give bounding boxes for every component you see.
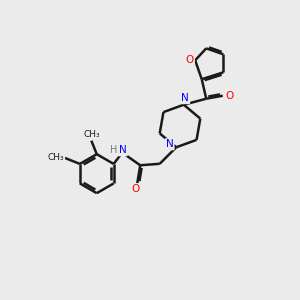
- Text: CH₃: CH₃: [47, 153, 64, 162]
- Text: O: O: [225, 91, 233, 101]
- Text: N: N: [119, 145, 127, 155]
- Text: CH₃: CH₃: [83, 130, 100, 139]
- Text: O: O: [132, 184, 140, 194]
- Text: N: N: [182, 93, 189, 103]
- Text: O: O: [186, 55, 194, 65]
- Text: N: N: [166, 139, 173, 149]
- Text: H: H: [110, 145, 118, 155]
